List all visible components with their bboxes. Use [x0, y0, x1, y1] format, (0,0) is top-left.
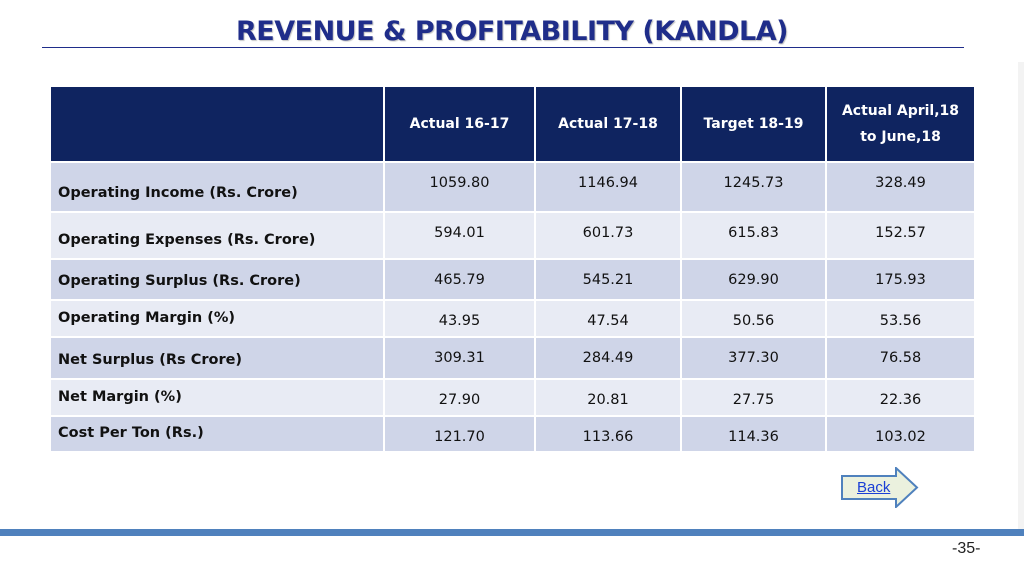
table-row: Operating Surplus (Rs. Crore) 465.79 545…: [49, 258, 976, 301]
table-row: Net Margin (%) 27.90 20.81 27.75 22.36: [49, 378, 976, 417]
table-cell: 1245.73: [680, 161, 827, 213]
table-cell: 629.90: [680, 258, 827, 301]
row-label: Net Margin (%): [49, 378, 385, 417]
title-underline: [42, 47, 964, 48]
revenue-table: Actual 16-17 Actual 17-18 Target 18-19 A…: [49, 85, 976, 453]
table-cell: 43.95: [383, 299, 536, 338]
header-actual-16-17: Actual 16-17: [383, 85, 536, 163]
table-cell: 1146.94: [534, 161, 682, 213]
table-cell: 22.36: [825, 378, 976, 417]
table-cell: 114.36: [680, 415, 827, 453]
table-cell: 284.49: [534, 336, 682, 380]
table-row: Operating Margin (%) 43.95 47.54 50.56 5…: [49, 299, 976, 338]
table-row: Operating Expenses (Rs. Crore) 594.01 60…: [49, 211, 976, 260]
row-label: Cost Per Ton (Rs.): [49, 415, 385, 453]
table-cell: 103.02: [825, 415, 976, 453]
row-label: Operating Expenses (Rs. Crore): [49, 211, 385, 260]
table-row: Operating Income (Rs. Crore) 1059.80 114…: [49, 161, 976, 213]
header-target-18-19: Target 18-19: [680, 85, 827, 163]
header-actual-apr-jun-18: Actual April,18 to June,18: [825, 85, 976, 163]
table-cell: 27.90: [383, 378, 536, 417]
row-label: Operating Income (Rs. Crore): [49, 161, 385, 213]
table-cell: 113.66: [534, 415, 682, 453]
header-corner: [49, 85, 385, 163]
back-button[interactable]: Back: [841, 467, 919, 508]
table-cell: 1059.80: [383, 161, 536, 213]
footer-accent-bar: [0, 529, 1024, 536]
table-cell: 309.31: [383, 336, 536, 380]
row-label: Operating Surplus (Rs. Crore): [49, 258, 385, 301]
back-link-label[interactable]: Back: [857, 479, 891, 496]
table-cell: 175.93: [825, 258, 976, 301]
table-header-row: Actual 16-17 Actual 17-18 Target 18-19 A…: [49, 85, 976, 163]
slide-title: REVENUE & PROFITABILITY (KANDLA): [236, 16, 788, 47]
row-label: Operating Margin (%): [49, 299, 385, 338]
row-label: Net Surplus (Rs Crore): [49, 336, 385, 380]
table-cell: 594.01: [383, 211, 536, 260]
table-cell: 76.58: [825, 336, 976, 380]
table-cell: 615.83: [680, 211, 827, 260]
right-arrow-icon: [841, 467, 919, 508]
table-row: Cost Per Ton (Rs.) 121.70 113.66 114.36 …: [49, 415, 976, 453]
page-number: -35-: [952, 540, 981, 557]
table-cell: 601.73: [534, 211, 682, 260]
table-cell: 20.81: [534, 378, 682, 417]
table-cell: 152.57: [825, 211, 976, 260]
table-cell: 50.56: [680, 299, 827, 338]
table-cell: 121.70: [383, 415, 536, 453]
table-cell: 465.79: [383, 258, 536, 301]
table-row: Net Surplus (Rs Crore) 309.31 284.49 377…: [49, 336, 976, 380]
table-cell: 328.49: [825, 161, 976, 213]
table-cell: 47.54: [534, 299, 682, 338]
table-cell: 53.56: [825, 299, 976, 338]
table-cell: 545.21: [534, 258, 682, 301]
right-edge-shade: [1018, 62, 1024, 532]
table-cell: 377.30: [680, 336, 827, 380]
header-actual-17-18: Actual 17-18: [534, 85, 682, 163]
table-cell: 27.75: [680, 378, 827, 417]
